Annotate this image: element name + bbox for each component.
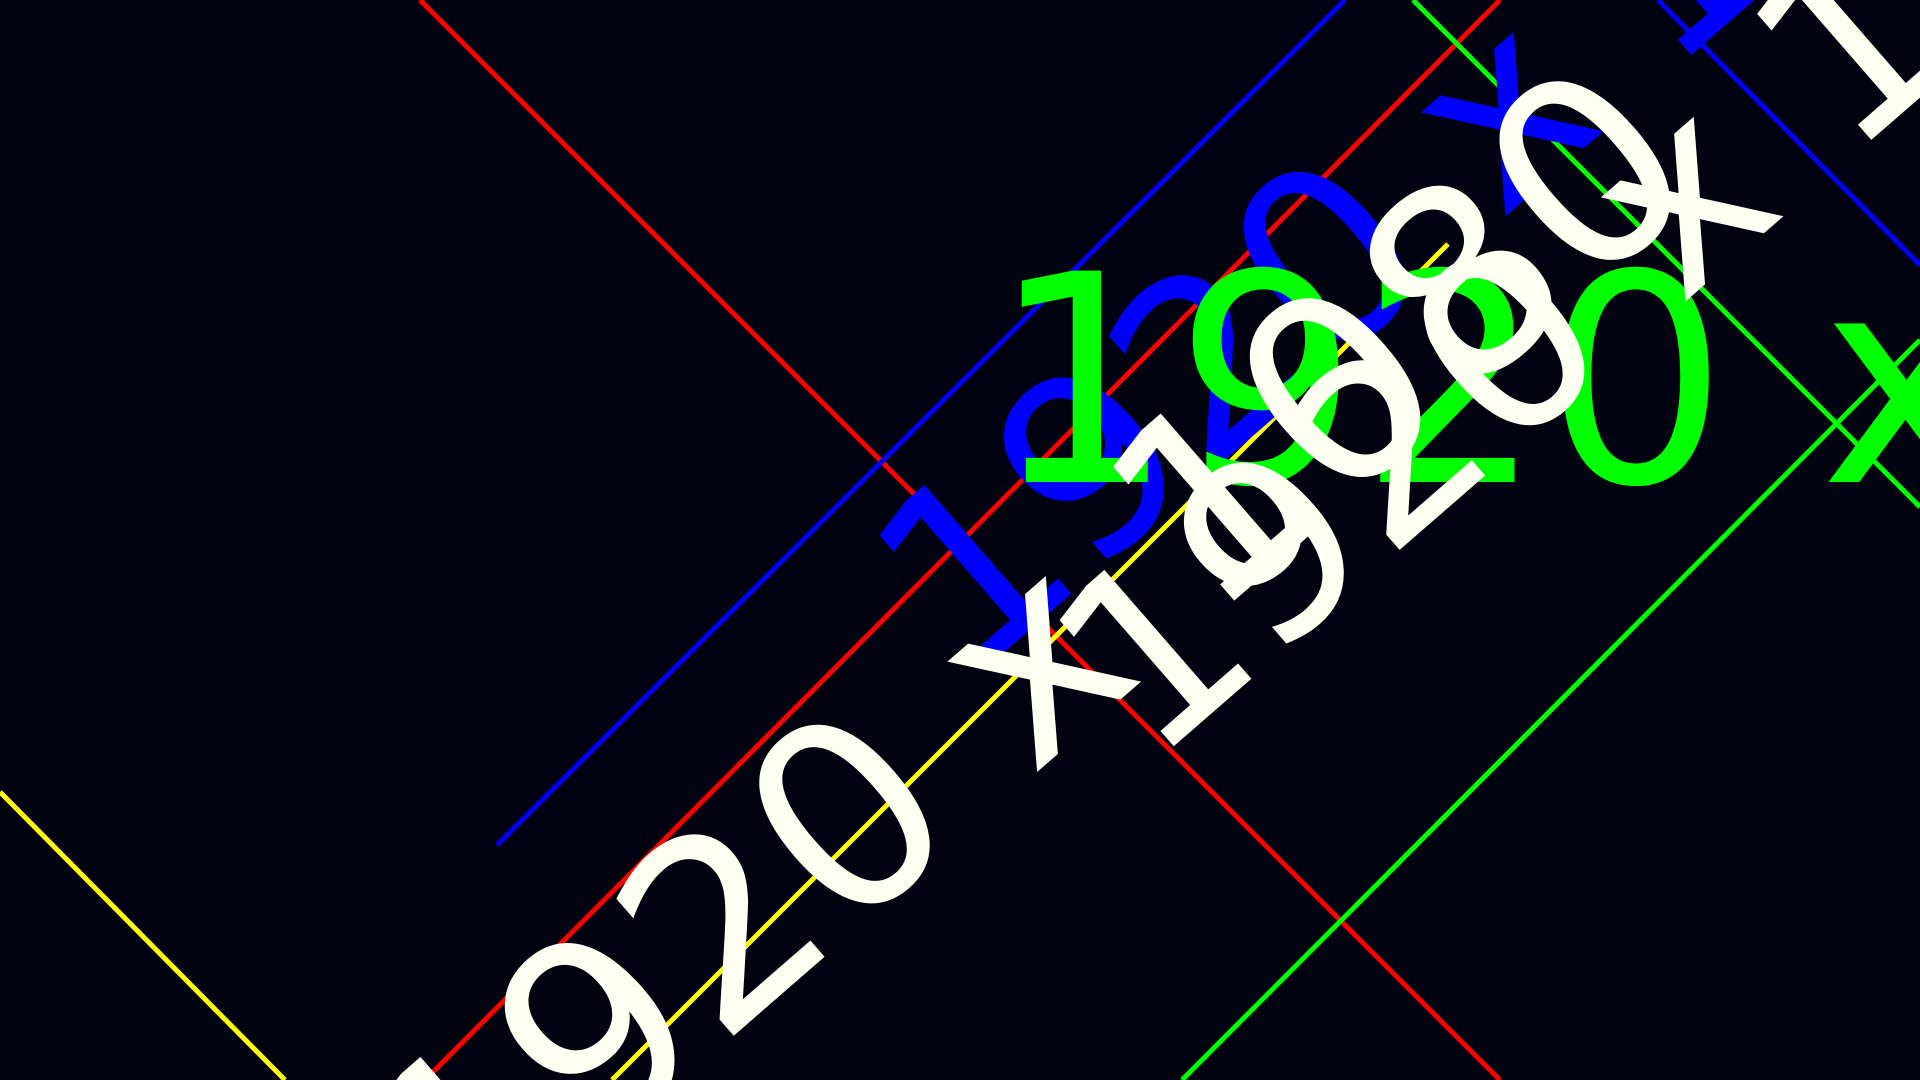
red-line-ascending — [423, 0, 1502, 1080]
yellow-line-ascending — [610, 242, 1450, 1080]
blue-line-ascending — [495, 0, 1347, 847]
blue-line-descending — [1656, 0, 1920, 267]
green-line-ascending — [1180, 338, 1920, 1080]
green-horizontal-label: 1920 x — [990, 214, 1920, 551]
yellow-line-descending — [0, 790, 287, 1080]
